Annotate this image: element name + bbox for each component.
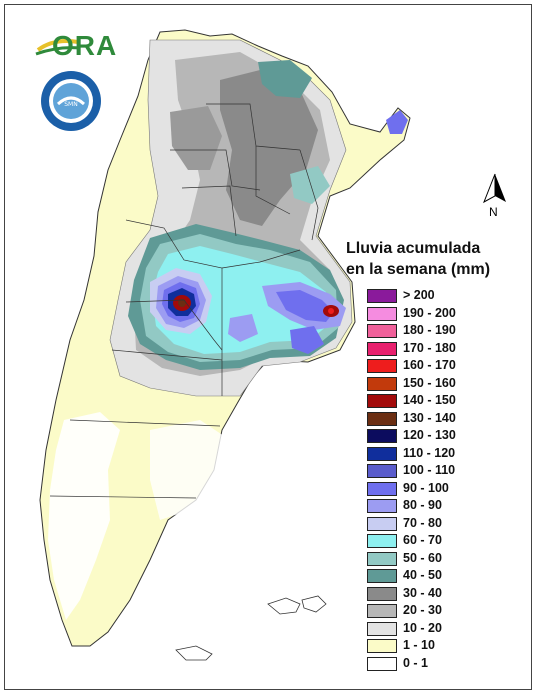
legend-item: 180 - 190 bbox=[367, 322, 527, 339]
legend-item: 120 - 130 bbox=[367, 427, 527, 444]
legend-item: 110 - 120 bbox=[367, 445, 527, 462]
legend-swatch bbox=[367, 376, 397, 391]
legend-item: 20 - 30 bbox=[367, 602, 527, 619]
legend-label: 180 - 190 bbox=[403, 323, 456, 337]
legend-label: 60 - 70 bbox=[403, 533, 442, 547]
legend-swatch bbox=[367, 499, 397, 513]
smn-seal-icon: SMN bbox=[41, 71, 101, 131]
rain-peak-west-core bbox=[178, 299, 186, 307]
legend-title-line1: Lluvia acumulada bbox=[346, 240, 481, 257]
legend-label: > 200 bbox=[403, 288, 435, 302]
tierra-del-fuego bbox=[175, 645, 213, 661]
legend-swatch bbox=[367, 551, 397, 566]
legend-item: 40 - 50 bbox=[367, 567, 527, 584]
legend-item: 100 - 110 bbox=[367, 462, 527, 479]
malvinas-islands bbox=[267, 595, 327, 615]
legend-swatch bbox=[367, 656, 397, 671]
legend-item: 50 - 60 bbox=[367, 550, 527, 567]
legend-label: 80 - 90 bbox=[403, 498, 442, 512]
legend-label: 70 - 80 bbox=[403, 515, 442, 530]
legend-label: 50 - 60 bbox=[403, 550, 442, 565]
legend-item: 10 - 20 bbox=[367, 620, 527, 637]
legend-label: 110 - 120 bbox=[403, 445, 456, 460]
rain-zone-30-40 bbox=[220, 70, 318, 226]
patagonia-east-dry bbox=[150, 420, 230, 520]
legend-item: 60 - 70 bbox=[367, 532, 527, 549]
legend-swatch bbox=[367, 534, 397, 548]
legend-item: 170 - 180 bbox=[367, 340, 527, 357]
legend-label: 130 - 140 bbox=[403, 410, 456, 425]
legend-item: 90 - 100 bbox=[367, 480, 527, 497]
legend-swatch bbox=[367, 569, 397, 583]
legend-swatch bbox=[367, 341, 397, 356]
legend-item: 190 - 200 bbox=[367, 305, 527, 322]
legend-label: 120 - 130 bbox=[403, 428, 456, 442]
legend-item: 130 - 140 bbox=[367, 410, 527, 427]
rain-zone-southeast-90 bbox=[290, 326, 324, 354]
legend-swatch bbox=[367, 639, 397, 653]
legend-item: 160 - 170 bbox=[367, 357, 527, 374]
legend-label: 30 - 40 bbox=[403, 585, 442, 600]
legend-label: 100 - 110 bbox=[403, 463, 456, 477]
patagonia-dry-area bbox=[48, 412, 120, 620]
rain-zone-misiones bbox=[386, 110, 408, 134]
legend-swatch bbox=[367, 324, 397, 338]
legend-label: 190 - 200 bbox=[403, 305, 456, 320]
legend-swatch bbox=[367, 429, 397, 443]
legend-item: 1 - 10 bbox=[367, 637, 527, 654]
legend-swatch bbox=[367, 464, 397, 478]
legend-item: 80 - 90 bbox=[367, 497, 527, 514]
rain-zone-30-40-b bbox=[170, 106, 222, 170]
legend-swatch bbox=[367, 621, 397, 636]
legend-label: 150 - 160 bbox=[403, 375, 456, 390]
legend-swatch bbox=[367, 481, 397, 496]
rain-zone-center-80 bbox=[228, 314, 258, 342]
ora-logo-icon bbox=[35, 39, 81, 56]
svg-text:SMN: SMN bbox=[64, 101, 77, 108]
legend-label: 170 - 180 bbox=[403, 340, 456, 355]
legend-swatch bbox=[367, 411, 397, 426]
rain-zone-chaco-teal bbox=[290, 166, 330, 204]
legend-swatch bbox=[367, 289, 397, 303]
legend-label: 140 - 150 bbox=[403, 393, 456, 407]
legend-label: 20 - 30 bbox=[403, 603, 442, 617]
legend-item: 30 - 40 bbox=[367, 585, 527, 602]
legend-label: 40 - 50 bbox=[403, 568, 442, 582]
province-boundaries bbox=[49, 103, 319, 499]
legend-item: 0 - 1 bbox=[367, 655, 527, 672]
legend-title-line2: en la semana (mm) bbox=[346, 261, 491, 278]
legend-label: 1 - 10 bbox=[403, 638, 435, 652]
legend-title: Lluvia acumulada en la semana (mm) bbox=[346, 238, 526, 280]
legend-label: 10 - 20 bbox=[403, 620, 442, 635]
legend-swatch bbox=[367, 394, 397, 408]
rain-zone-40-50-north bbox=[258, 60, 312, 98]
legend-item: 140 - 150 bbox=[367, 392, 527, 409]
legend-label: 0 - 1 bbox=[403, 655, 429, 670]
legend-item: 70 - 80 bbox=[367, 515, 527, 532]
legend-label: 90 - 100 bbox=[403, 480, 449, 495]
legend-item: > 200 bbox=[367, 287, 527, 304]
legend-swatch bbox=[367, 586, 397, 601]
rain-zone-east-100 bbox=[276, 290, 334, 322]
legend-swatch bbox=[367, 516, 397, 531]
north-label: N bbox=[489, 205, 498, 219]
north-arrow-icon bbox=[483, 173, 506, 204]
legend-swatch bbox=[367, 306, 397, 321]
legend-swatch bbox=[367, 359, 397, 373]
legend-swatch bbox=[367, 446, 397, 461]
ora-logo-text: ORA bbox=[52, 30, 118, 61]
legend-swatch bbox=[367, 604, 397, 618]
legend-item: 150 - 160 bbox=[367, 375, 527, 392]
rain-peak-east-core bbox=[328, 308, 334, 314]
legend-label: 160 - 170 bbox=[403, 358, 456, 372]
